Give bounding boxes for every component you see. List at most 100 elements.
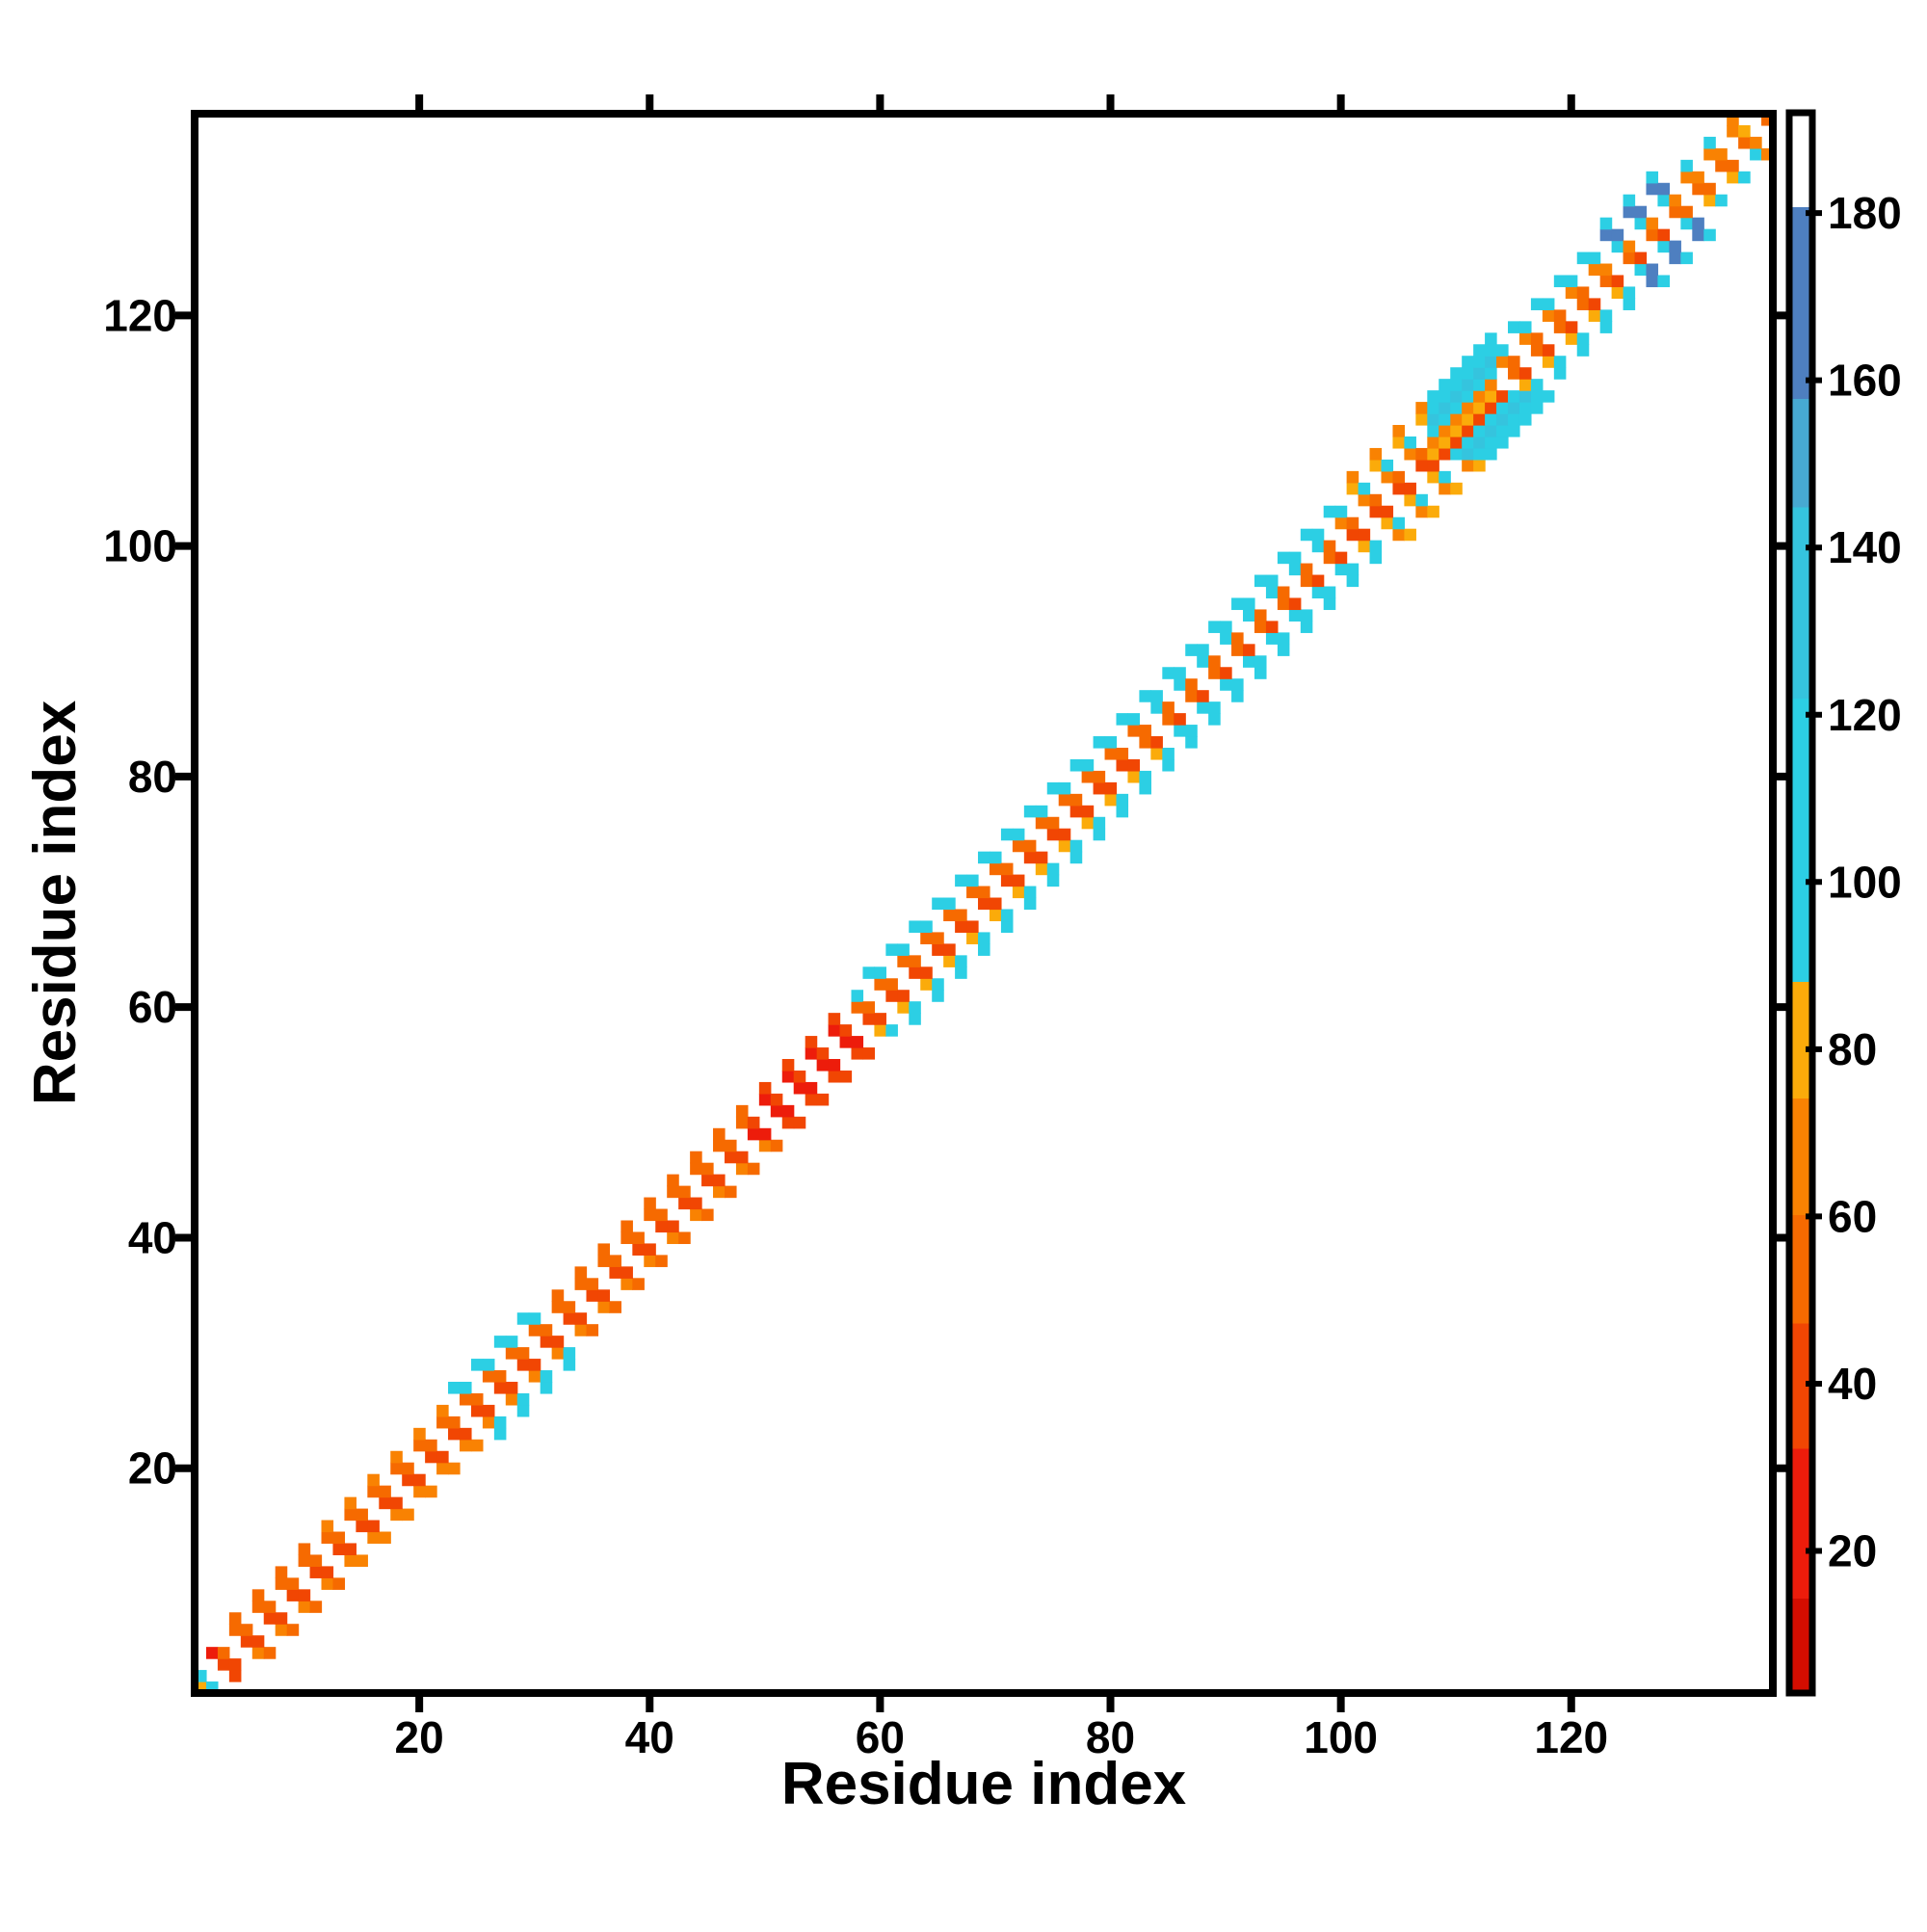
plot-frame: [191, 110, 1777, 1697]
heatmap-cell: [263, 1612, 277, 1625]
heatmap-cell: [1518, 321, 1532, 333]
heatmap-cell: [920, 966, 933, 979]
heatmap-cell: [1439, 402, 1451, 414]
heatmap-cell: [1623, 251, 1636, 265]
heatmap-cell: [1334, 551, 1348, 565]
heatmap-cell: [1208, 621, 1221, 633]
colorbar-tick-label: 40: [1828, 1359, 1877, 1409]
heatmap-cell: [563, 1312, 576, 1325]
heatmap-cell: [298, 1554, 311, 1567]
heatmap-cell: [897, 943, 910, 956]
heatmap-cell: [1185, 725, 1198, 737]
heatmap-cell: [459, 1427, 472, 1441]
heatmap-cell: [597, 1255, 611, 1267]
heatmap-cell: [1265, 586, 1279, 599]
heatmap-cell: [413, 1439, 426, 1452]
heatmap-cell: [1576, 298, 1590, 310]
heatmap-cell: [1035, 851, 1048, 864]
heatmap-cell: [851, 1001, 864, 1014]
heatmap-cell: [425, 1439, 437, 1452]
heatmap-cell: [1277, 632, 1290, 645]
heatmap-cell: [1485, 402, 1497, 414]
heatmap-cell: [1000, 828, 1014, 841]
y-tick-label: 40: [128, 1212, 177, 1262]
heatmap-cell: [1576, 332, 1590, 345]
heatmap-cell: [1023, 897, 1037, 911]
heatmap-cell: [1139, 781, 1151, 795]
heatmap-cell: [1565, 275, 1578, 288]
heatmap-cell: [1346, 574, 1359, 588]
heatmap-cell: [1093, 736, 1106, 749]
heatmap-cell: [667, 1185, 679, 1199]
heatmap-cell: [1750, 136, 1762, 149]
heatmap-cell: [1450, 447, 1463, 461]
heatmap-cell: [1415, 413, 1428, 426]
heatmap-cell: [448, 1427, 461, 1441]
heatmap-cell: [597, 1243, 611, 1256]
x-tick-label: 120: [1534, 1712, 1608, 1762]
heatmap-cell: [1346, 482, 1359, 495]
heatmap-cell: [1185, 736, 1198, 749]
heatmap-cell: [540, 1324, 553, 1337]
heatmap-cell: [528, 1370, 541, 1383]
heatmap-cell: [897, 1001, 910, 1014]
heatmap-cell: [932, 943, 944, 956]
heatmap-cell: [1485, 367, 1497, 380]
heatmap-cell: [1139, 725, 1151, 737]
heatmap-cell: [816, 1047, 830, 1060]
heatmap-cell: [609, 1266, 621, 1279]
heatmap-cell: [1496, 402, 1509, 414]
heatmap-cell: [1473, 367, 1486, 380]
heatmap-cell: [1334, 563, 1348, 576]
heatmap-cell: [516, 1404, 530, 1417]
heatmap-cell: [1000, 862, 1014, 876]
heatmap-cell: [1439, 425, 1451, 437]
heatmap-cell: [713, 1174, 726, 1187]
heatmap-cell: [516, 1359, 530, 1371]
heatmap-cell: [309, 1601, 323, 1613]
heatmap-cell: [644, 1255, 656, 1267]
heatmap-cell: [713, 1139, 726, 1152]
heatmap-cell: [1311, 540, 1325, 553]
heatmap-cell: [1323, 551, 1336, 565]
heatmap-cell: [1439, 470, 1451, 484]
heatmap-cell: [839, 1024, 853, 1037]
heatmap-cell: [263, 1601, 277, 1613]
heatmap-cell: [1485, 356, 1497, 368]
heatmap-cell: [678, 1185, 691, 1199]
heatmap-cell: [240, 1624, 253, 1636]
heatmap-cell: [1634, 205, 1648, 219]
heatmap-cell: [920, 920, 933, 934]
heatmap-cell: [1046, 828, 1060, 841]
heatmap-cell: [1553, 367, 1567, 380]
heatmap-cell: [321, 1531, 334, 1545]
heatmap-cell: [1277, 597, 1290, 611]
heatmap-cell: [781, 1070, 795, 1083]
heatmap-cell: [1220, 632, 1232, 645]
heatmap-cell: [874, 966, 886, 979]
heatmap-cell: [1069, 851, 1083, 864]
heatmap-cell: [909, 920, 921, 934]
heatmap-cell: [1473, 459, 1486, 472]
heatmap-cell: [1174, 667, 1186, 679]
heatmap-cell: [1439, 436, 1451, 449]
heatmap-cell: [1265, 621, 1279, 633]
heatmap-cell: [1346, 516, 1359, 530]
heatmap-cell: [1323, 540, 1336, 553]
heatmap-cell: [493, 1370, 507, 1383]
colorbar-tick-label: 60: [1828, 1191, 1877, 1241]
colorbar-tick-label: 20: [1828, 1525, 1877, 1575]
heatmap-cell: [1680, 171, 1693, 184]
heatmap-cell: [1300, 609, 1313, 622]
heatmap-cell: [620, 1231, 633, 1245]
heatmap-cell: [943, 955, 956, 967]
heatmap-cell: [1358, 540, 1371, 553]
heatmap-cell: [1323, 597, 1336, 611]
heatmap-cell: [735, 1162, 749, 1176]
heatmap-cell: [1738, 136, 1751, 149]
heatmap-cell: [344, 1543, 356, 1556]
heatmap-cell: [758, 1081, 772, 1095]
heatmap-cell: [1392, 528, 1406, 542]
heatmap-cell: [989, 851, 1002, 864]
